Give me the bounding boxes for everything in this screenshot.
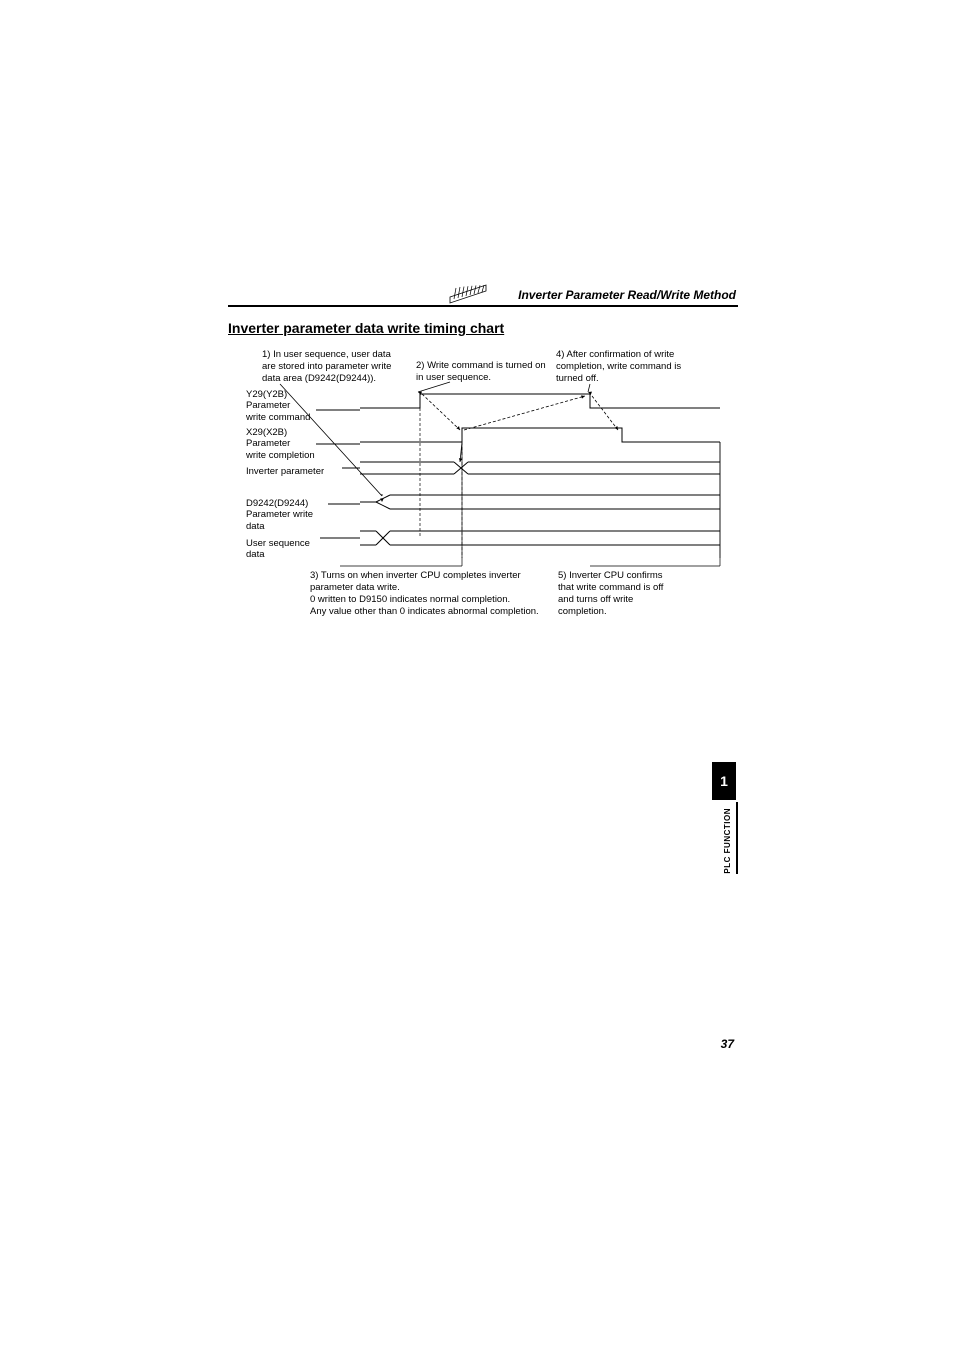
signal-label-usd: User sequencedata: [246, 538, 310, 561]
side-rule: [736, 802, 739, 874]
page-number: 37: [721, 1037, 734, 1051]
header-title: Inverter Parameter Read/Write Method: [518, 288, 736, 302]
signal-label-inv: Inverter parameter: [246, 466, 324, 477]
header-rule: [228, 305, 738, 307]
chapter-tab: 1: [712, 762, 736, 800]
timing-diagram: [330, 386, 750, 606]
hatch-icon: [450, 285, 486, 303]
annot-2: 2) Write command is turned on in user se…: [416, 360, 546, 384]
signal-label-d9242: D9242(D9244)Parameter writedata: [246, 498, 313, 532]
signal-label-y29: Y29(Y2B)Parameterwrite command: [246, 389, 310, 423]
annot-4: 4) After confirmation of write completio…: [556, 349, 691, 385]
side-label: PLC FUNCTION: [723, 808, 732, 874]
section-title: Inverter parameter data write timing cha…: [228, 320, 504, 336]
annot-1: 1) In user sequence, user data are store…: [262, 349, 402, 385]
signal-label-x29: X29(X2B)Parameterwrite completion: [246, 427, 315, 461]
